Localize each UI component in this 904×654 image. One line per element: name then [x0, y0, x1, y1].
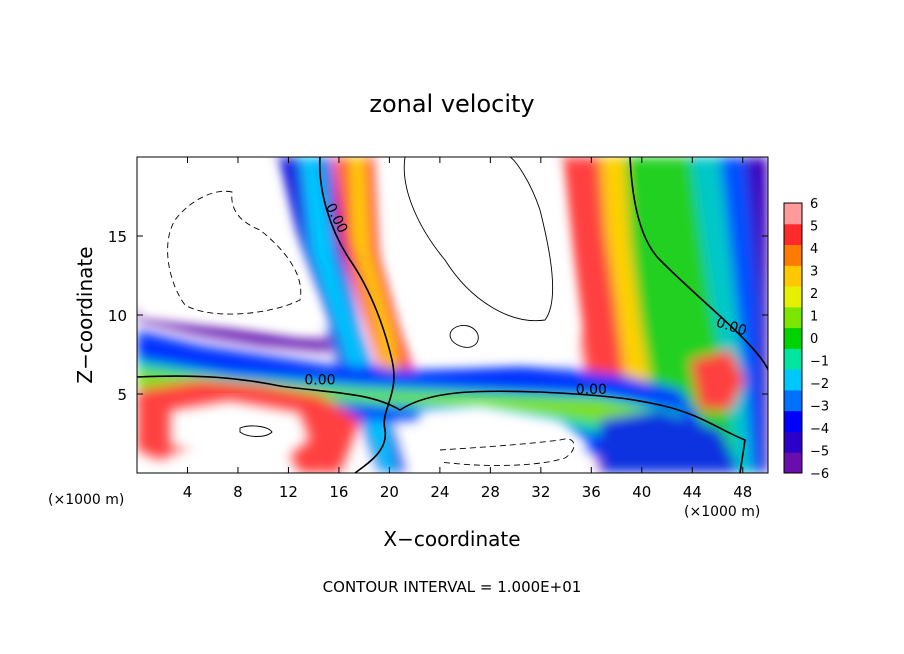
- x-axis-label: X−coordinate: [383, 527, 520, 551]
- colorbar-swatch: [784, 286, 802, 308]
- x-tick-label: 40: [632, 483, 651, 501]
- y-axis-label: Z−coordinate: [73, 246, 97, 383]
- x-tick-label: 12: [279, 483, 298, 501]
- x-tick-label: 48: [733, 483, 752, 501]
- colorbar-swatch: [784, 431, 802, 453]
- y-tick-label: 15: [108, 228, 127, 246]
- y-tick-label: 5: [117, 386, 127, 404]
- y-tick-label: 10: [108, 307, 127, 325]
- colorbar-swatch: [784, 306, 802, 329]
- x-unit-right: (×1000 m): [684, 504, 760, 520]
- colorbar-swatch: [784, 244, 802, 266]
- colorbar-tick-label: −2: [810, 377, 829, 392]
- colorbar-swatch: [784, 369, 802, 391]
- colorbar-tick-label: 6: [810, 197, 818, 212]
- colorbar-tick-label: −3: [810, 400, 829, 415]
- colorbar-tick-label: −4: [810, 422, 829, 437]
- contour-interval-footer: CONTOUR INTERVAL = 1.000E+01: [323, 578, 582, 596]
- x-tick-label: 36: [582, 483, 601, 501]
- colorbar-swatch: [784, 223, 802, 246]
- y-axis: 5 10 15: [108, 228, 768, 404]
- x-tick-label: 8: [233, 483, 243, 501]
- colorbar-swatch: [784, 452, 802, 474]
- colorbar-swatch: [784, 265, 802, 287]
- colorbar-tick-label: −5: [810, 445, 829, 460]
- velocity-field: [137, 157, 768, 473]
- contour-label: 0.00: [576, 382, 607, 398]
- colorbar-swatch: [784, 348, 802, 370]
- colorbar-swatch: [784, 389, 802, 412]
- x-tick-label: 4: [183, 483, 193, 501]
- x-tick-label: 20: [380, 483, 399, 501]
- colorbar: 6 5 4 3 2 1 0 −1 −2 −3 −4 −5 −6: [783, 197, 829, 482]
- colorbar-tick-label: −1: [810, 355, 829, 370]
- colorbar-swatch: [784, 203, 802, 225]
- chart-title: zonal velocity: [369, 90, 534, 118]
- colorbar-tick-label: 1: [810, 310, 818, 325]
- colorbar-tick-label: 5: [810, 220, 818, 235]
- colorbar-tick-label: 0: [810, 332, 818, 347]
- x-tick-label: 44: [683, 483, 702, 501]
- x-tick-label: 28: [481, 483, 500, 501]
- colorbar-tick-label: 2: [810, 287, 818, 302]
- x-axis: 4 8 12 16 20 24 28 32 36 40 44 48: [183, 157, 752, 501]
- colorbar-tick-label: 3: [810, 265, 818, 280]
- x-tick-label: 32: [531, 483, 550, 501]
- x-unit-left: (×1000 m): [48, 492, 124, 508]
- colorbar-frame: [783, 202, 803, 474]
- contour-label: 0.00: [304, 373, 335, 389]
- colorbar-swatch: [784, 327, 802, 349]
- colorbar-tick-label: 4: [810, 242, 818, 257]
- colorbar-swatch: [784, 410, 802, 432]
- x-tick-label: 24: [430, 483, 449, 501]
- colorbar-tick-label: −6: [810, 467, 829, 482]
- x-tick-label: 16: [329, 483, 348, 501]
